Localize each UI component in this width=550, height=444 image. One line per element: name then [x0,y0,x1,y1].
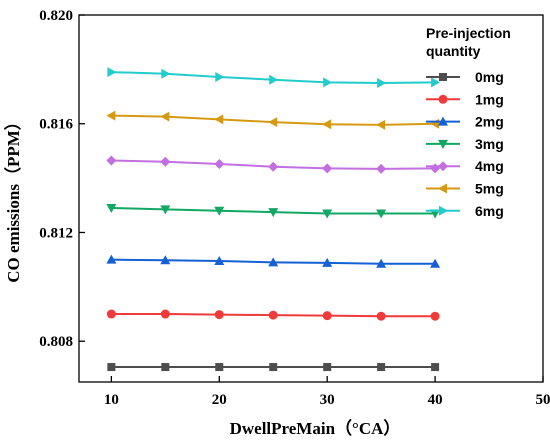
y-tick-label: 0.812 [39,225,73,241]
x-tick-label: 10 [104,392,119,408]
data-point [322,311,332,321]
data-point [322,257,333,267]
data-point [160,205,171,215]
legend-entry: 0mg [426,69,504,85]
data-point [430,311,440,321]
data-point [323,77,333,88]
data-point [377,77,387,88]
data-point [106,309,116,319]
series-5mg [106,110,440,130]
data-point [214,256,225,266]
data-point [376,258,387,268]
y-tick-label: 0.820 [39,8,73,24]
data-point [160,309,170,319]
legend-entry: 2mg [426,114,504,130]
legend-marker [438,94,448,104]
data-point [376,311,386,321]
series-layer [106,67,441,372]
legend-marker [438,116,448,126]
x-tick-label: 20 [212,392,227,408]
data-point [268,310,278,320]
data-point [268,208,279,218]
legend-label: 0mg [475,69,504,85]
data-point [430,118,440,129]
y-axis: 0.808 0.812 0.816 0.820 [39,8,85,350]
data-point [214,310,224,320]
data-point [376,163,387,174]
legend-entry: 1mg [426,91,504,107]
data-point [214,114,224,125]
data-point [431,363,440,372]
legend-label: 1mg [475,91,504,107]
data-point [430,258,441,268]
data-point [268,257,279,267]
data-point [160,156,171,167]
legend-entry: 6mg [426,203,504,219]
data-point [322,163,333,174]
data-point [430,163,441,174]
data-point [269,363,278,372]
data-point [107,363,116,372]
y-tick-label: 0.816 [39,117,73,133]
legend-label: 4mg [475,158,504,174]
data-point [160,255,171,265]
data-point [215,363,224,372]
data-point [106,204,117,214]
data-point [160,111,170,122]
data-point [269,74,279,85]
y-axis-title: CO emissions（PPM） [3,113,23,283]
y-tick-label: 0.808 [39,334,73,350]
legend-marker [438,161,448,172]
data-point [215,71,225,82]
legend-marker [439,205,448,216]
data-point [376,209,387,219]
data-point [106,254,117,264]
data-point [322,209,333,219]
legend-title-line-1: Pre-injection [426,25,511,41]
data-point [431,77,441,88]
series-6mg [107,67,441,88]
legend-marker [438,183,447,194]
legend-label: 6mg [475,203,504,219]
series-2mg [106,254,441,268]
x-tick-label: 30 [320,392,335,408]
legend-entry: 4mg [426,158,504,174]
x-axis-title: DwellPreMain（°CA） [230,418,401,438]
legend-label: 5mg [475,181,504,197]
legend-marker [439,73,447,81]
data-point [161,363,170,372]
data-point [107,67,117,78]
data-point [106,155,117,166]
x-tick-label: 40 [428,392,443,408]
data-point [322,119,332,130]
series-3mg [106,204,441,219]
data-point [377,363,386,372]
legend-entry: 5mg [426,181,504,197]
legend: Pre-injection quantity 0mg 1mg 2mg 3mg 4mg 5m… [426,25,511,219]
data-point [106,110,116,121]
data-point [214,206,225,216]
data-point [376,119,386,130]
data-point [161,68,171,79]
x-axis: 10 20 30 40 50 [104,376,550,408]
series-4mg [106,155,441,174]
legend-entry: 3mg [426,136,504,152]
data-point [323,363,332,372]
series-1mg [106,309,440,321]
plot-frame [78,14,544,383]
legend-title-line-2: quantity [426,43,481,59]
data-point [214,158,225,169]
legend-marker [438,139,448,149]
legend-label: 2mg [475,114,504,130]
x-tick-label: 50 [536,392,550,408]
data-point [268,161,279,172]
series-0mg [107,363,440,372]
legend-label: 3mg [475,136,504,152]
data-point [268,117,278,128]
